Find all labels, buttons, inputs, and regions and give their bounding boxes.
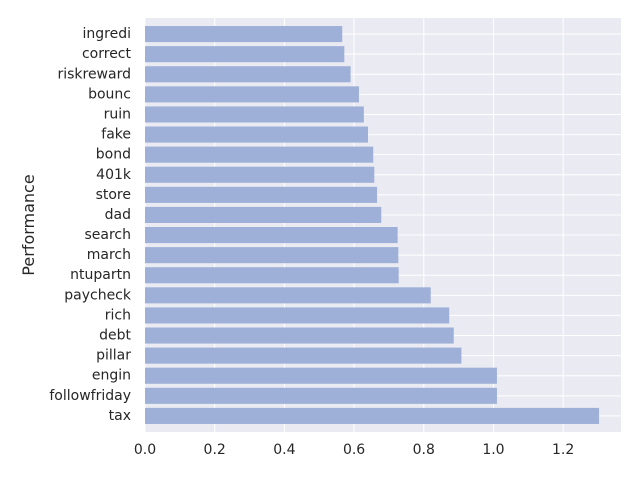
bar-bond: [145, 146, 374, 163]
y-tick-label-search: search: [84, 227, 131, 243]
y-tick-label-store: store: [96, 187, 131, 203]
bar-bounc: [145, 86, 359, 103]
x-tick-label: 1.0: [482, 442, 504, 458]
y-tick-label-march: march: [87, 247, 131, 263]
y-axis-label: Performance: [19, 174, 38, 275]
y-tick-label-engin: engin: [92, 368, 131, 384]
bar-search: [145, 227, 398, 244]
y-tick-label-dad: dad: [105, 207, 131, 223]
y-tick-labels: ingredi correct riskreward bounc ruin fake bon…: [49, 26, 132, 424]
y-tick-label-ingredi: ingredi: [83, 26, 132, 42]
bar-401k: [145, 166, 375, 183]
bar-correct: [145, 46, 345, 63]
y-tick-label-tax: tax: [109, 408, 131, 424]
x-tick-label: 0.2: [204, 442, 226, 458]
bar-ingredi: [145, 26, 343, 43]
bar-fake: [145, 126, 369, 143]
bar-followfriday: [145, 387, 497, 404]
y-tick-label-rich: rich: [105, 307, 131, 323]
bar-pillar: [145, 347, 462, 364]
bar-ruin: [145, 106, 364, 123]
bar-paycheck: [145, 287, 431, 304]
bar-rich: [145, 307, 450, 324]
bar-ntupartn: [145, 267, 399, 284]
y-tick-label-401k: 401k: [96, 167, 132, 183]
y-tick-label-ruin: ruin: [104, 106, 131, 122]
y-tick-label-pillar: pillar: [96, 348, 131, 364]
bar-engin: [145, 367, 497, 384]
y-tick-label-followfriday: followfriday: [49, 388, 131, 404]
y-tick-label-bond: bond: [96, 147, 131, 163]
x-tick-label: 1.2: [552, 442, 574, 458]
bar-tax: [145, 407, 600, 424]
x-tick-label: 0.8: [413, 442, 435, 458]
y-tick-label-ntupartn: ntupartn: [70, 267, 131, 283]
y-tick-label-debt: debt: [99, 328, 131, 344]
y-tick-label-correct: correct: [82, 46, 132, 62]
x-tick-label: 0.4: [273, 442, 295, 458]
x-tick-label: 0.0: [134, 442, 156, 458]
y-tick-label-riskreward: riskreward: [57, 66, 131, 82]
x-tick-labels: 0.0 0.2 0.4 0.6 0.8 1.0 1.2: [134, 442, 574, 458]
bar-riskreward: [145, 66, 351, 83]
bar-dad: [145, 206, 382, 223]
y-tick-label-fake: fake: [101, 127, 131, 143]
bar-march: [145, 247, 399, 264]
bars: [145, 26, 600, 424]
bar-debt: [145, 327, 454, 344]
x-tick-label: 0.6: [343, 442, 365, 458]
bar-store: [145, 186, 378, 203]
y-tick-label-paycheck: paycheck: [64, 287, 132, 303]
y-tick-label-bounc: bounc: [88, 86, 131, 102]
